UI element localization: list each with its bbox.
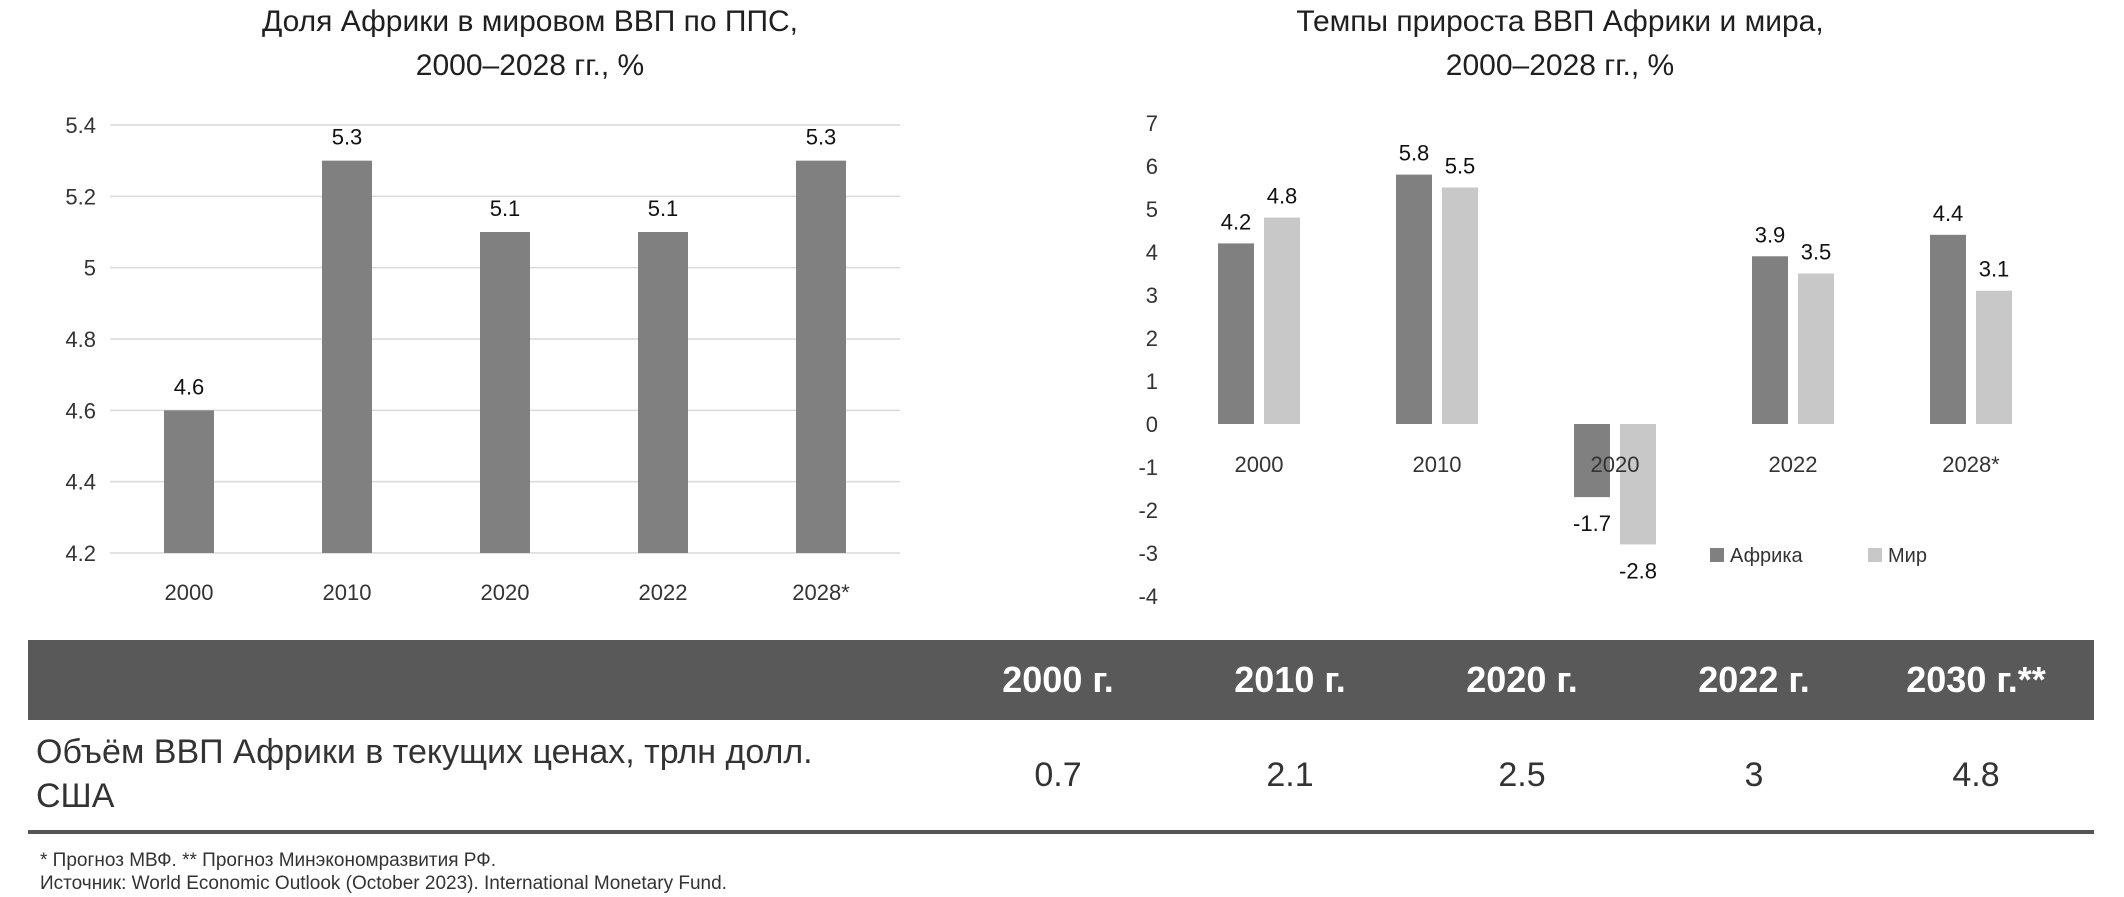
y-tick-label: 4.6 [65,398,96,423]
y-tick-label: 4 [1146,240,1158,265]
chart2-title-line1: Темпы прироста ВВП Африки и мира, [1296,5,1824,38]
table-cell: 3 [1744,756,1764,794]
bar [322,160,372,553]
y-tick-label: 0 [1146,412,1158,437]
bar-data-label: 3.5 [1801,240,1832,265]
chart1-title-line2: 2000–2028 гг., % [415,49,645,82]
x-tick-label: 2028* [792,580,850,605]
table-header-cell: 2030 г.** [1906,659,2046,700]
table-header-cell: 2022 г. [1698,659,1810,700]
y-tick-label: 4.2 [65,541,96,566]
chart2-title-line2: 2000–2028 гг., % [1445,49,1675,82]
bar-africa [1574,424,1610,498]
table-header-cell: 2010 г. [1234,659,1346,700]
x-tick-label: 2020 [1591,452,1640,477]
bar-africa [1930,234,1966,424]
bar-data-label: 3.1 [1979,257,2010,282]
bar-africa [1752,256,1788,424]
chart1-title: Доля Африки в мировом ВВП по ППС, 2000–2… [80,0,980,88]
table-header: 2000 г. 2010 г. 2020 г. 2022 г. 2030 г.*… [28,640,2094,720]
bar-world [1976,290,2012,424]
x-tick-label: 2010 [1413,452,1462,477]
bar-africa [1218,243,1254,424]
bar-data-label: 3.9 [1755,222,1786,247]
footnote-forecast: * Прогноз МВФ. ** Прогноз Минэкономразви… [40,850,496,871]
bar-data-label: 5.5 [1445,154,1476,179]
y-tick-label: 2 [1146,326,1158,351]
bar-africa [1396,174,1432,424]
bar-world [1442,187,1478,424]
x-tick-label: 2000 [1235,452,1284,477]
table-row-label-line1: Объём ВВП Африки в текущих ценах, трлн д… [36,733,813,771]
x-tick-label: 2020 [481,580,530,605]
chart1-title-line1: Доля Африки в мировом ВВП по ППС, [261,5,799,38]
y-tick-label: -3 [1138,541,1158,566]
bar-data-label: 5.3 [332,125,363,150]
x-tick-label: 2022 [639,580,688,605]
table-row-label-line2: США [36,777,115,815]
legend-swatch [1868,548,1882,562]
gdp-volume-table: 2000 г. 2010 г. 2020 г. 2022 г. 2030 г.*… [28,640,2094,834]
x-tick-label: 2028* [1942,452,2000,477]
bar-data-label: 4.8 [1267,184,1298,209]
footnote-source: Источник: World Economic Outlook (Octobe… [40,873,727,894]
y-tick-label: 3 [1146,283,1158,308]
bar [164,410,214,553]
bar-data-label: -2.8 [1619,558,1657,583]
bar-data-label: 4.6 [174,374,205,399]
bar [796,160,846,553]
table-cell: 2.1 [1266,756,1314,794]
table-row: Объём ВВП Африки в текущих ценах, трлн д… [28,720,2094,834]
table-cell: 4.8 [1952,756,2000,794]
y-tick-label: 4.8 [65,327,96,352]
legend-label: Мир [1888,545,1927,567]
bar-data-label: 5.1 [648,196,679,221]
table-header-cell: 2000 г. [1002,659,1114,700]
x-tick-label: 2000 [165,580,214,605]
y-tick-label: -1 [1138,455,1158,480]
bar-data-label: 5.1 [490,196,521,221]
y-tick-label: -4 [1138,584,1158,609]
x-tick-label: 2010 [323,580,372,605]
y-tick-label: 5.4 [65,113,96,138]
table-cell: 2.5 [1498,756,1546,794]
bar-world [1798,273,1834,424]
y-tick-label: 5 [1146,197,1158,222]
africa-share-bar-chart: 4.2 4.4 4.6 4.8 5 5.2 5.4 4.6 2000 5.3 2010 5.1 2020… [65,113,900,605]
table-cell: 0.7 [1034,756,1082,794]
legend-label: Африка [1730,545,1804,567]
y-tick-label: 4.4 [65,470,96,495]
bar-data-label: 5.8 [1399,141,1430,166]
bar-data-label: -1.7 [1573,511,1611,536]
bar-data-label: 5.3 [806,125,837,150]
bar-data-label: 4.4 [1933,201,1964,226]
y-tick-label: 5 [84,256,96,281]
bar-data-label: 4.2 [1221,209,1252,234]
table-row-label: Объём ВВП Африки в текущих ценах, трлн д… [36,730,936,818]
y-tick-label: 1 [1146,369,1158,394]
bar [638,232,688,553]
chart2-title: Темпы прироста ВВП Африки и мира, 2000–2… [1110,0,2010,88]
gdp-growth-bar-chart: -4 -3 -2 -1 0 1 2 3 4 5 6 7 4.2 4.8 2000 5.8 5.5 2010 -1.7… [1138,111,2012,609]
x-tick-label: 2022 [1769,452,1818,477]
y-tick-label: 7 [1146,111,1158,136]
y-tick-label: 5.2 [65,184,96,209]
bar-world [1264,217,1300,424]
legend-swatch [1710,548,1724,562]
bar-world [1620,424,1656,545]
bar [480,232,530,553]
y-tick-label: -2 [1138,498,1158,523]
table-header-cell: 2020 г. [1466,659,1578,700]
y-tick-label: 6 [1146,154,1158,179]
